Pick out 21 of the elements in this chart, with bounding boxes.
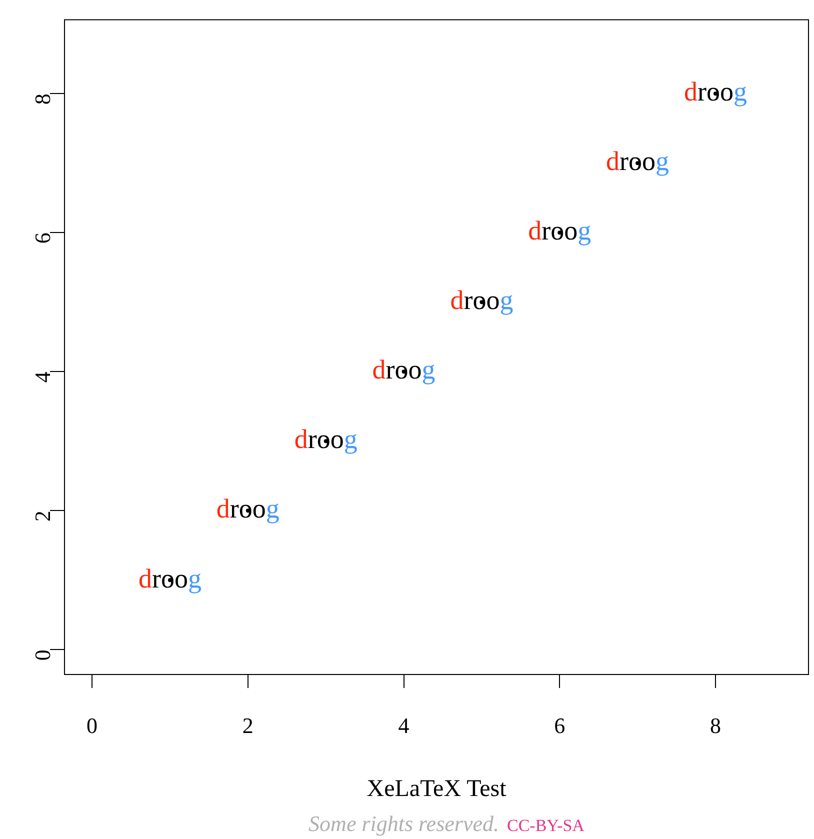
data-label: droog: [216, 494, 280, 524]
y-tick-label: 6: [30, 232, 55, 244]
data-label: droog: [294, 424, 358, 454]
x-tick-label: 6: [554, 712, 566, 738]
text: CC-BY-SA: [506, 816, 586, 835]
x-tick-label: 8: [710, 712, 721, 738]
data-label: droog: [450, 285, 514, 316]
data-label: droog: [684, 76, 747, 107]
x-tick-label: 4: [398, 712, 410, 738]
x-axis-title: XeLaTeX Test: [366, 776, 507, 802]
data-label: droog: [528, 216, 592, 246]
data-label: droog: [606, 146, 670, 176]
x-tick-label: 0: [86, 712, 98, 738]
y-tick-label: 2: [30, 510, 55, 522]
x-tick-label: 2: [242, 712, 254, 738]
data-label: droog: [138, 563, 202, 594]
text: Some rights reserved.: [308, 811, 499, 836]
data-label: droog: [372, 354, 436, 385]
y-tick-label: 0: [30, 650, 55, 661]
y-tick-label: 8: [30, 94, 55, 105]
y-tick-label: 4: [30, 372, 55, 383]
